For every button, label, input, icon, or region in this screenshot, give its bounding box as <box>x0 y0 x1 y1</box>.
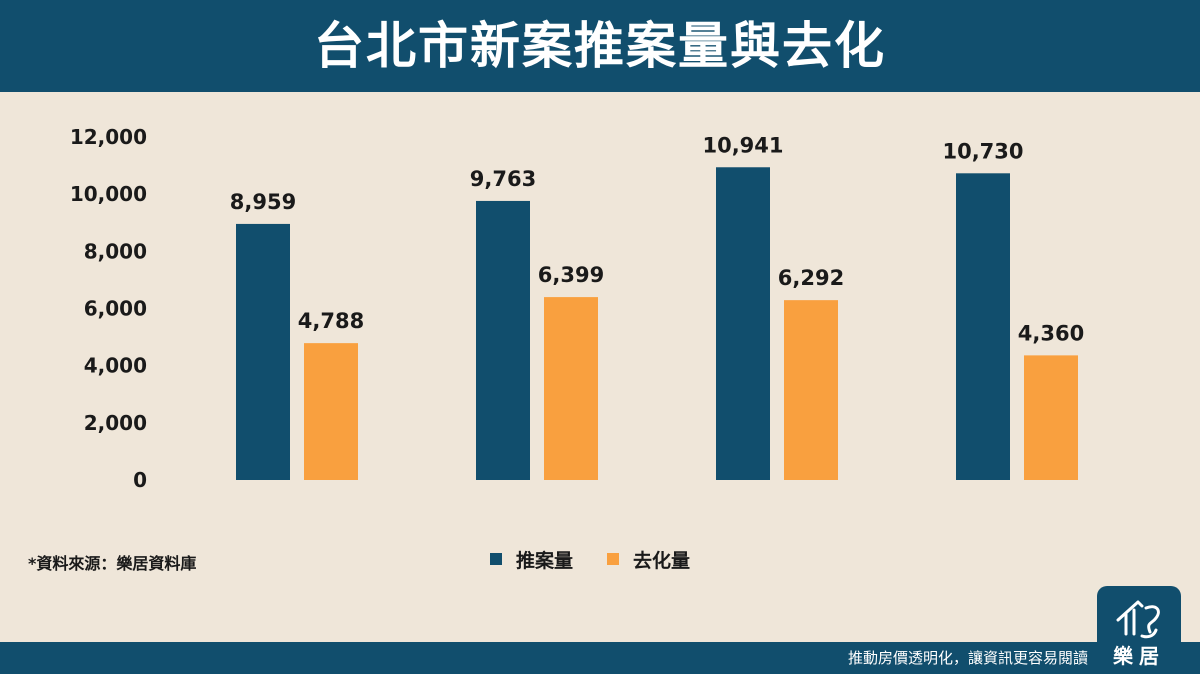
data-label: 4,360 <box>1018 321 1084 345</box>
y-tick-label: 10,000 <box>70 182 147 206</box>
data-label: 10,730 <box>942 139 1023 163</box>
data-label: 9,763 <box>470 167 536 191</box>
legend-item-launch: 推案量 <box>490 546 573 573</box>
y-tick-label: 12,000 <box>70 125 147 149</box>
title-banner <box>0 0 1200 92</box>
y-tick-label: 8,000 <box>84 239 147 263</box>
legend-label-launch: 推案量 <box>516 549 574 572</box>
y-axis: 0 2,000 4,000 6,000 8,000 10,000 12,000 <box>70 125 147 492</box>
data-label: 8,959 <box>230 190 296 214</box>
legend-item-absorption: 去化量 <box>607 546 690 573</box>
legend-swatch-launch <box>490 553 502 565</box>
data-label: 10,941 <box>702 133 783 157</box>
bar <box>476 200 530 480</box>
legend: 推案量 去化量 <box>490 545 724 573</box>
y-tick-label: 0 <box>133 468 147 492</box>
bar <box>716 167 770 480</box>
logo-text: 樂居 <box>1113 644 1165 668</box>
bar <box>236 223 290 480</box>
legend-swatch-absorption <box>607 553 620 565</box>
bars: 8,959 9,763 10,941 10,730 4,788 6,399 6,292 4,3… <box>230 133 1084 480</box>
data-label: 6,399 <box>538 263 604 287</box>
legend-label-absorption: 去化量 <box>633 549 691 572</box>
source-note: *資料來源：樂居資料庫 <box>28 554 197 573</box>
bar <box>784 300 838 480</box>
y-tick-label: 2,000 <box>84 411 147 435</box>
bar <box>1024 355 1078 480</box>
chart-title: 台北市新案推案量與去化 <box>314 17 886 75</box>
y-tick-label: 4,000 <box>84 354 147 378</box>
y-tick-label: 6,000 <box>84 297 147 321</box>
bar <box>544 297 598 480</box>
bar <box>956 173 1010 480</box>
house-logo-icon <box>1116 600 1160 639</box>
footer-slogan: 推動房價透明化，讓資訊更容易閱讀 <box>847 649 1088 667</box>
logo-badge <box>1097 586 1181 674</box>
bar-chart: 0 2,000 4,000 6,000 8,000 10,000 12,000 8,959 9… <box>70 125 1084 492</box>
data-label: 4,788 <box>298 309 364 333</box>
footer-bar <box>0 642 1200 674</box>
data-label: 6,292 <box>778 266 844 290</box>
bar <box>304 343 358 480</box>
